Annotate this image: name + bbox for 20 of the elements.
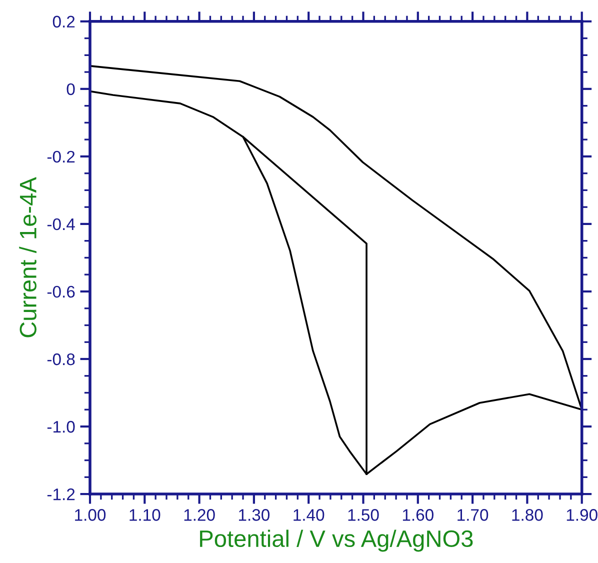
x-tick-label: 1.80: [512, 509, 543, 521]
y-tick-label: -0.4: [47, 218, 75, 230]
x-tick-label: 1.20: [184, 509, 215, 521]
y-tick-label: 0.2: [52, 16, 75, 28]
x-tick-label: 1.50: [348, 509, 379, 521]
y-tick-label: -0.6: [47, 286, 75, 298]
x-tick-label: 1.30: [239, 509, 270, 521]
x-tick-label: 1.60: [402, 509, 434, 521]
x-tick-label: 1.00: [75, 509, 106, 521]
x-tick-label: 1.70: [458, 509, 488, 521]
y-tick-label: -0.8: [47, 353, 75, 366]
x-tick-label: 1.90: [566, 509, 598, 521]
y-tick-label: -1.0: [47, 420, 75, 433]
x-tick-label: 1.10: [130, 509, 160, 521]
y-tick-label: 0: [66, 83, 75, 96]
y-axis-title: Current / 1e-4A: [19, 177, 36, 338]
x-axis-title: Potential / V vs Ag/AgNO3: [200, 530, 473, 552]
y-tick-label: -1.2: [47, 488, 75, 500]
y-tick-label: -0.2: [47, 150, 75, 163]
x-tick-label: 1.40: [294, 509, 324, 521]
